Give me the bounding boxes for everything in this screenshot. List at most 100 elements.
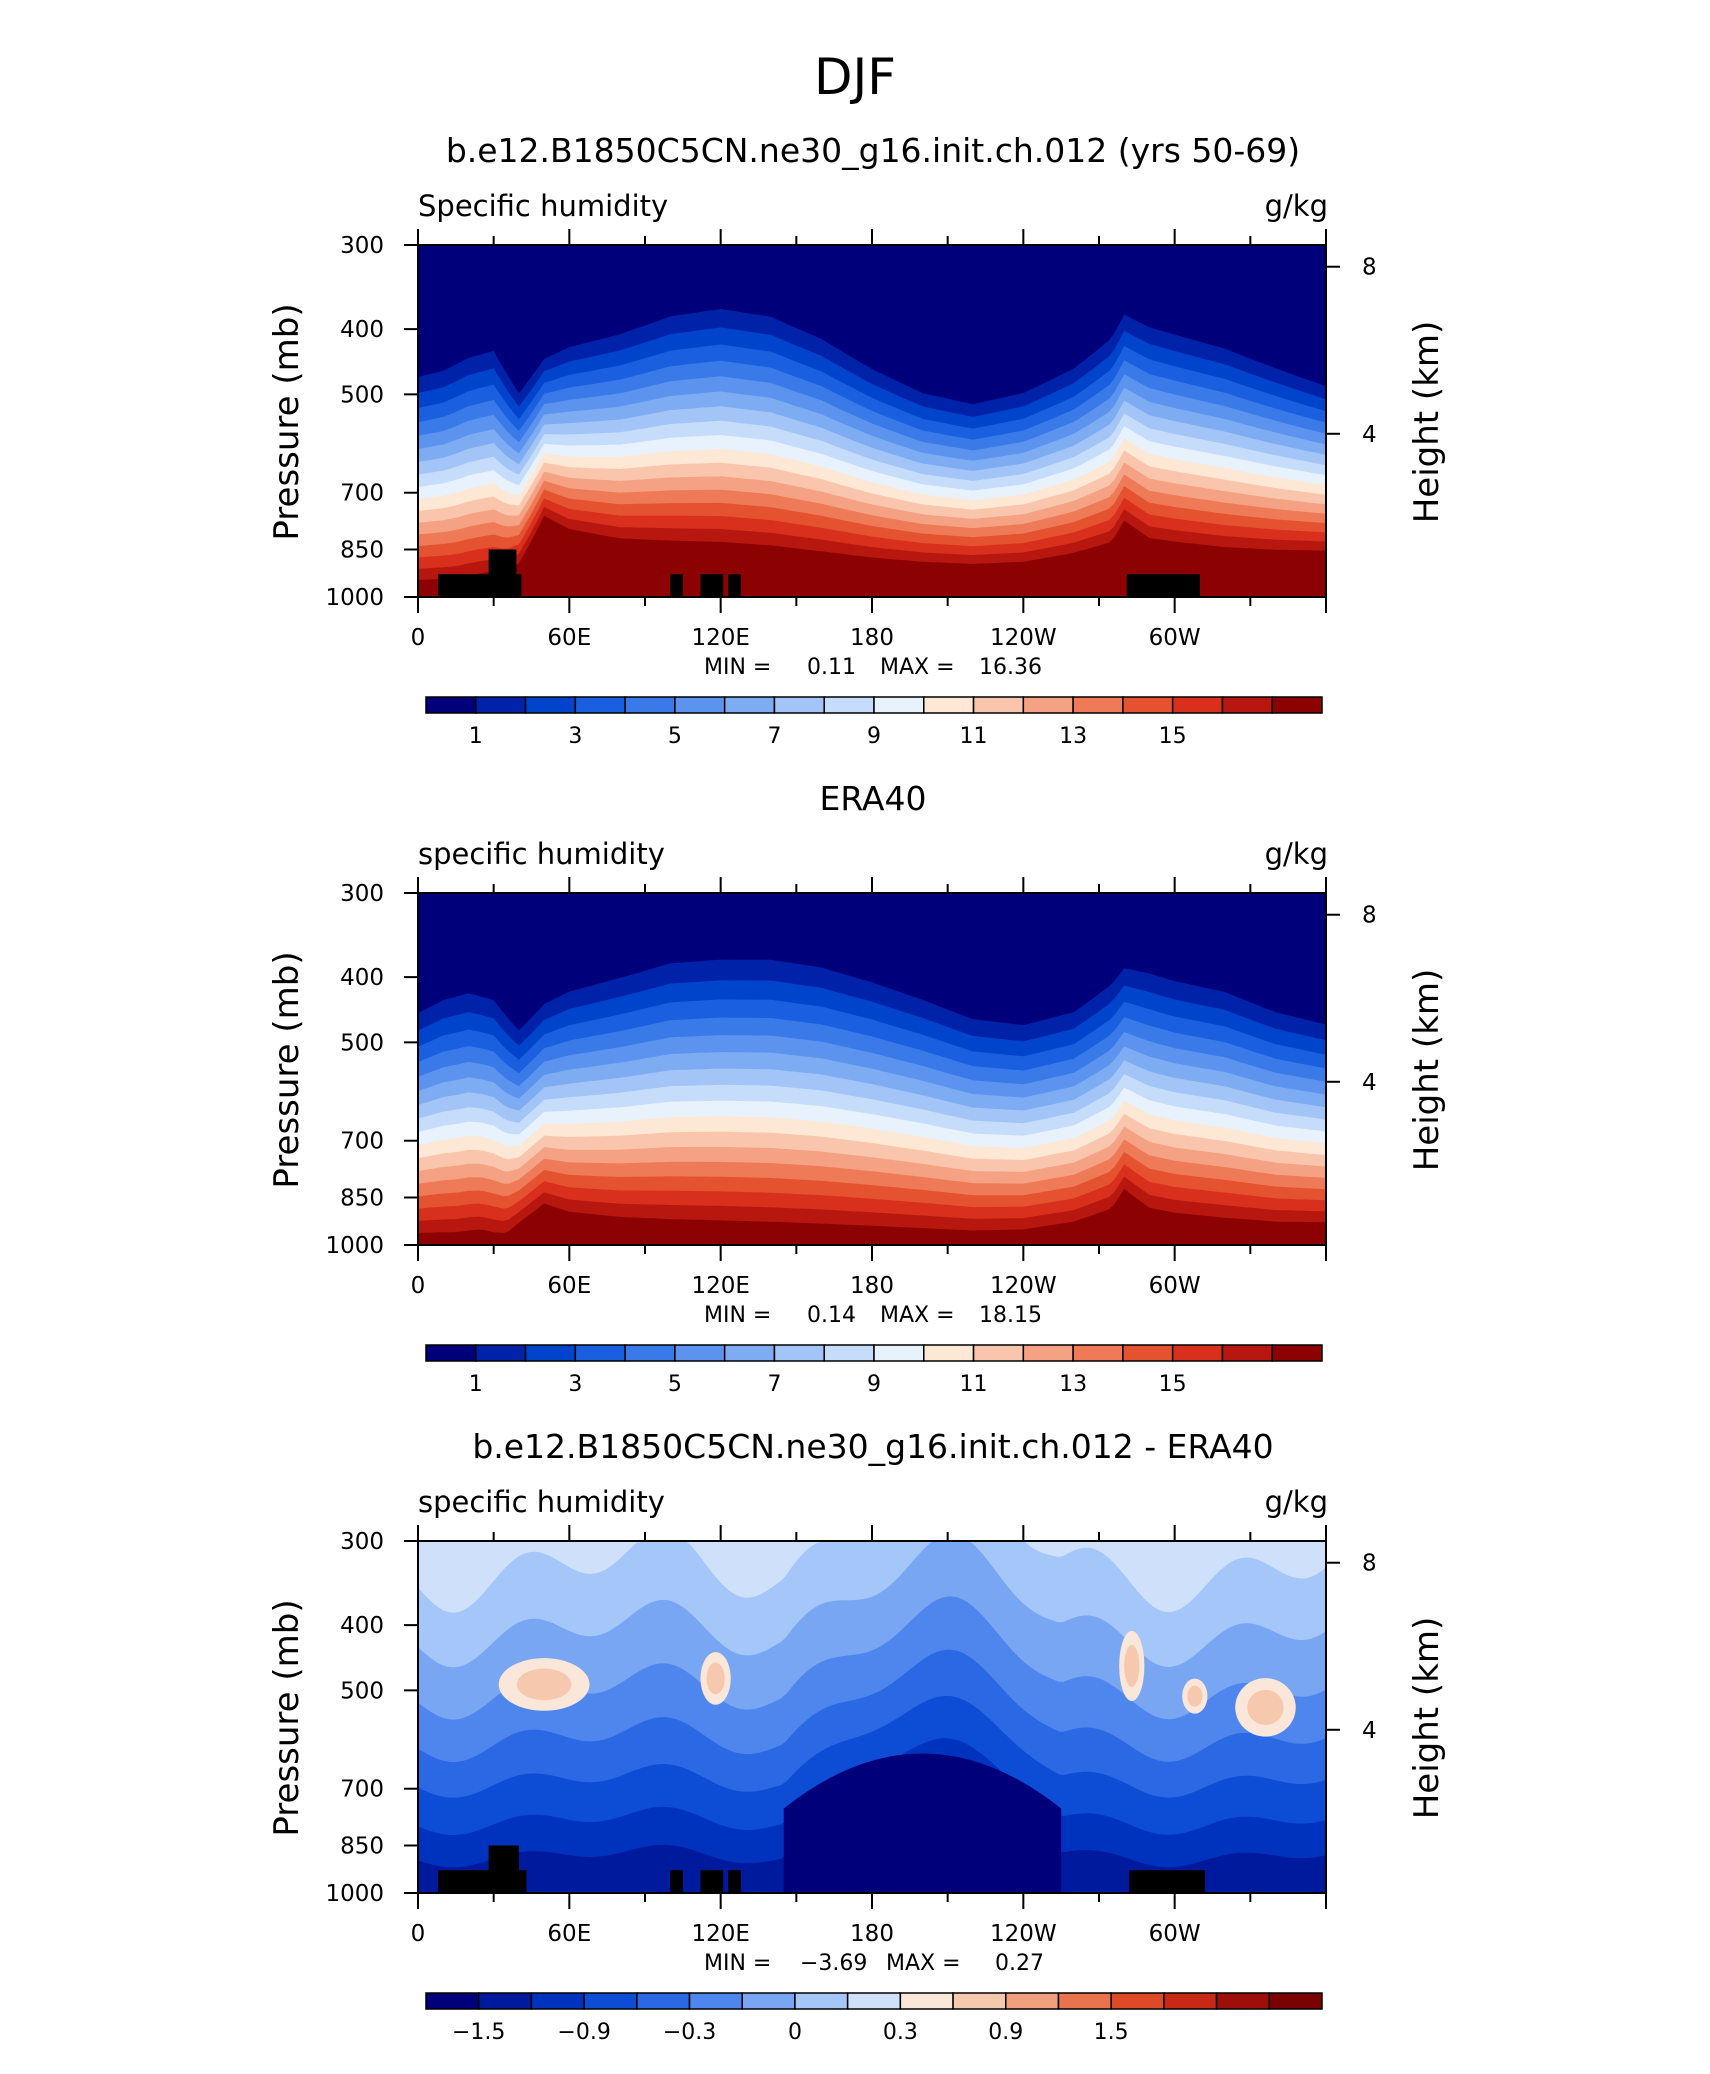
colorbar: 1 3 5 7 9 11 13 15: [425, 1344, 1323, 1397]
colorbar-label: 1.5: [1094, 2020, 1129, 2045]
colorbar-label: 11: [960, 1372, 988, 1397]
x-tick-label: 60E: [547, 1921, 591, 1947]
contour-band: [418, 1188, 1326, 1245]
topography-block: [670, 1870, 683, 1893]
contour-field: [418, 1541, 1326, 1893]
y-tick-label: 700: [340, 1129, 384, 1155]
x-tick-label: 0: [411, 625, 426, 651]
colorbar-box: [1171, 1344, 1224, 1362]
colorbar-box: [794, 1992, 849, 2010]
x-tick-label: 120E: [691, 625, 749, 651]
colorbar-box: [1072, 1344, 1124, 1362]
contour-band: [418, 515, 1326, 597]
colorbar-box: [475, 696, 527, 714]
topography-block: [511, 574, 522, 597]
colorbar-box: [1163, 1992, 1218, 2010]
x-tick-label: 60E: [547, 625, 591, 651]
colorbar-label: 3: [568, 1372, 582, 1397]
colorbar-box: [425, 1992, 480, 2010]
panel-title: b.e12.B1850C5CN.ne30_g16.init.ch.012 (yr…: [446, 131, 1300, 170]
panel-obs: ERA40 specific humidity g/kg 0 60E 120E 180…: [267, 779, 1447, 1397]
max-value: 0.27: [995, 1951, 1044, 1976]
panel-variable: specific humidity: [418, 1485, 665, 1519]
y-tick-labels: 300 400 500 700 850 1000: [325, 1529, 384, 1907]
colorbar-box: [773, 696, 825, 714]
colorbar-box: [972, 696, 1025, 714]
y-tick-label: 500: [340, 1030, 384, 1056]
colorbar-label: 7: [767, 1372, 781, 1397]
colorbar-box: [972, 1344, 1025, 1362]
colorbar-label: 3: [568, 724, 582, 749]
colorbar-box: [530, 1992, 585, 2010]
panel-units: g/kg: [1265, 837, 1328, 871]
y2-tick-label: 4: [1362, 1070, 1377, 1096]
positive-anomaly-core: [1247, 1689, 1284, 1725]
colorbar-box: [1271, 1344, 1323, 1362]
colorbar-box: [674, 1344, 726, 1362]
x-tick-label: 120W: [990, 1921, 1057, 1947]
deficit-core: [783, 1753, 1062, 1893]
colorbar-box: [1022, 1344, 1074, 1362]
colorbar-box: [624, 1344, 676, 1362]
colorbar-label: 13: [1059, 1372, 1087, 1397]
colorbar-label: 1: [469, 1372, 483, 1397]
colorbar-box: [723, 1344, 776, 1362]
colorbar-label: 0.3: [883, 2020, 918, 2045]
y-tick-label: 300: [340, 233, 384, 259]
colorbar: −1.5 −0.9 −0.3 0 0.3 0.9 1.5: [425, 1992, 1323, 2045]
x-tick-label: 180: [850, 1921, 894, 1947]
y2-tick-label: 8: [1362, 255, 1377, 281]
x-tick-label: 0: [411, 1921, 426, 1947]
colorbar-box: [923, 696, 975, 714]
colorbar-box: [1072, 696, 1124, 714]
panel-variable: specific humidity: [418, 837, 665, 871]
positive-anomaly-core: [516, 1668, 572, 1701]
contour-field: [418, 893, 1326, 1245]
panel-title: b.e12.B1850C5CN.ne30_g16.init.ch.012 - E…: [472, 1427, 1273, 1466]
y-tick-label: 850: [340, 1833, 384, 1859]
y2-tick-labels: 84: [1362, 903, 1377, 1096]
y2-axis-label: Height (km): [1407, 969, 1447, 1172]
min-label: MIN =: [704, 1951, 771, 1976]
colorbar-label: −0.3: [663, 2020, 716, 2045]
min-value: 0.14: [807, 1303, 856, 1328]
max-label: MAX =: [886, 1951, 961, 1976]
colorbar-label: 0: [788, 2020, 802, 2045]
colorbar-box: [624, 696, 676, 714]
colorbar-box: [1221, 696, 1273, 714]
y-tick-label: 300: [340, 881, 384, 907]
colorbar-box: [773, 1344, 825, 1362]
x-tick-labels: 0 60E 120E 180 120W 60W: [411, 1921, 1201, 1947]
colorbar-box: [475, 1344, 527, 1362]
y-tick-label: 700: [340, 481, 384, 507]
colorbar-box: [873, 1344, 925, 1362]
x-tick-label: 120E: [691, 1921, 749, 1947]
colorbar-box: [873, 696, 925, 714]
topography-block: [511, 1870, 527, 1893]
colorbar-label: 9: [867, 724, 881, 749]
max-label: MAX =: [880, 1303, 955, 1328]
colorbar-box: [583, 1992, 638, 2010]
topography-block: [670, 574, 683, 597]
colorbar-box: [899, 1992, 954, 2010]
colorbar-box: [1215, 1992, 1271, 2010]
x-tick-label: 180: [850, 625, 894, 651]
x-tick-label: 120E: [691, 1273, 749, 1299]
y2-tick-label: 4: [1362, 422, 1377, 448]
colorbar-label: 11: [960, 724, 988, 749]
topography-block: [1129, 1870, 1205, 1893]
colorbar-label: 15: [1159, 724, 1187, 749]
colorbar-label: −0.9: [557, 2020, 610, 2045]
positive-anomaly-core: [1124, 1644, 1140, 1688]
colorbar-box: [741, 1992, 796, 2010]
min-value: 0.11: [807, 655, 856, 680]
colorbar-label: 5: [668, 1372, 682, 1397]
y2-tick-label: 8: [1362, 903, 1377, 929]
x-tick-label: 0: [411, 1273, 426, 1299]
y-tick-label: 700: [340, 1777, 384, 1803]
colorbar-box: [1221, 1344, 1273, 1362]
colorbar-label: 9: [867, 1372, 881, 1397]
colorbar-box: [1271, 696, 1323, 714]
y-tick-label: 1000: [325, 1233, 384, 1259]
